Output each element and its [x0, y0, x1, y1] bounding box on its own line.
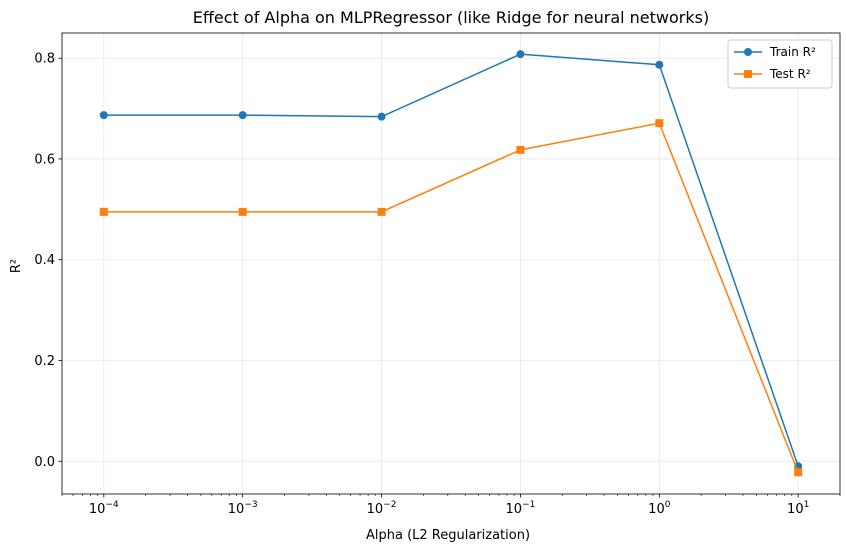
plot-frame [61, 32, 841, 495]
legend-marker-test [744, 70, 752, 78]
x-tick-label: 10−3 [228, 500, 258, 517]
data-point-test [516, 145, 525, 154]
x-tick-label: 10−1 [506, 500, 536, 517]
legend-label-test: Test R² [769, 67, 811, 81]
x-tick-label: 101 [787, 500, 809, 517]
series-layer [99, 50, 803, 477]
legend-marker-train [744, 48, 752, 56]
y-tick-label: 0.4 [34, 253, 55, 268]
data-point-train [377, 112, 386, 121]
y-tick-label: 0.8 [34, 52, 55, 67]
data-point-test [238, 207, 247, 216]
y-tick-label: 0.0 [34, 455, 55, 470]
data-point-train [238, 111, 247, 120]
data-point-train [99, 111, 108, 120]
x-axis-ticks: 10−4 10−3 10−2 10−1 100 101 [61, 494, 841, 517]
data-point-test [655, 119, 664, 128]
legend: Train R² Test R² [727, 39, 833, 89]
x-tick-label: 100 [648, 500, 671, 517]
x-tick-label: 10−4 [89, 500, 119, 517]
legend-label-train: Train R² [769, 45, 816, 59]
data-point-train [516, 50, 525, 59]
x-tick-label: 10−2 [367, 500, 397, 517]
data-point-train [655, 60, 664, 69]
y-axis-label: R² [9, 259, 24, 273]
data-point-test [794, 468, 803, 477]
grid [62, 33, 840, 494]
x-axis-label: Alpha (L2 Regularization) [366, 528, 530, 543]
y-tick-label: 0.2 [34, 354, 55, 369]
y-axis-ticks: 0.0 0.2 0.4 0.6 0.8 [34, 52, 62, 470]
series-line-test [103, 122, 799, 473]
chart-title: Effect of Alpha on MLPRegressor (like Ri… [193, 8, 709, 27]
y-tick-label: 0.6 [34, 152, 55, 167]
series-line-train [103, 53, 799, 467]
data-point-test [377, 207, 386, 216]
data-point-test [99, 207, 108, 216]
